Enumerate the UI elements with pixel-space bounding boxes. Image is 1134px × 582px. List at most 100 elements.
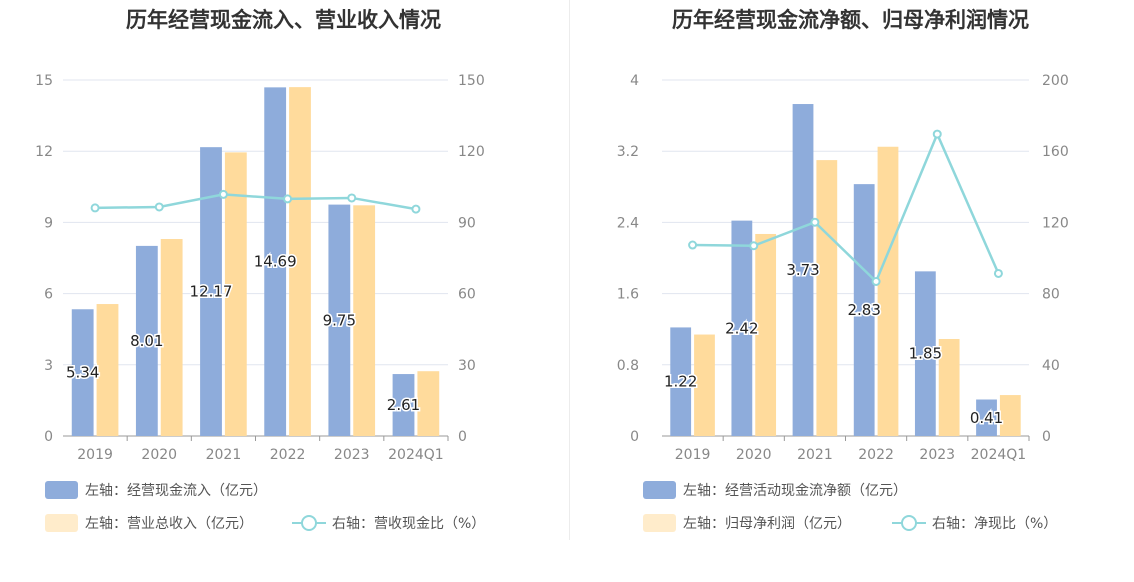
panel-divider: [569, 0, 570, 540]
legend-label: 左轴：归母净利润（亿元）: [683, 516, 851, 532]
line-point: [90, 203, 100, 213]
bar-series-2: [96, 304, 119, 436]
line-point: [810, 217, 820, 227]
line-point: [154, 202, 164, 212]
legend-label: 右轴：净现比（%）: [932, 516, 1058, 532]
y-left-tick-label: 3.2: [617, 144, 639, 160]
line-point: [283, 194, 293, 204]
bar-series-2: [160, 239, 183, 436]
line-point: [993, 268, 1003, 278]
x-tick-label: 2021: [797, 447, 833, 463]
x-tick-label: 2023: [334, 447, 370, 463]
line-series: [95, 193, 417, 211]
data-label: 1.22: [664, 373, 697, 391]
y-left-tick-label: 4: [630, 73, 639, 89]
data-label: 8.01: [130, 332, 163, 350]
y-right-tick-label: 0: [458, 429, 467, 445]
bar-series-2: [755, 233, 777, 436]
bar-series-1: [670, 327, 692, 436]
bar-series-2: [999, 395, 1021, 436]
line-point: [871, 276, 881, 286]
x-tick-label: 2020: [736, 447, 772, 463]
legend-swatch-orange: [45, 514, 78, 532]
y-right-tick-label: 90: [458, 215, 476, 231]
bar-series-1: [135, 245, 158, 436]
legend-item-line[interactable]: 右轴：营收现金比（%）: [292, 513, 485, 533]
data-label: 5.34: [66, 364, 99, 382]
line-series: [692, 130, 1000, 284]
bar-series-1: [200, 147, 222, 436]
line-point: [347, 193, 357, 203]
y-left-tick-label: 9: [44, 215, 53, 231]
y-right-tick-label: 30: [458, 358, 476, 374]
y-left-tick-label: 2.4: [617, 215, 639, 231]
x-tick-label: 2019: [675, 447, 711, 463]
bar-series-1: [792, 104, 814, 436]
legend-line-icon: [892, 514, 926, 532]
y-left-tick-label: 0: [44, 429, 53, 445]
data-label: 2.83: [847, 301, 880, 319]
line-point: [411, 204, 421, 214]
y-left-tick-label: 6: [44, 287, 53, 303]
y-left-tick-label: 1.6: [617, 287, 639, 303]
data-label: 0.41: [970, 409, 1003, 427]
y-right-tick-label: 120: [458, 144, 485, 160]
data-label: 3.73: [786, 261, 819, 279]
legend-item-bar2[interactable]: 左轴：营业总收入（亿元）: [45, 513, 253, 533]
y-left-tick-label: 15: [35, 73, 53, 89]
y-right-tick-label: 60: [458, 287, 476, 303]
bar-series-1: [264, 87, 287, 436]
x-tick-label: 2020: [141, 447, 177, 463]
line-point: [749, 241, 759, 251]
legend-swatch-blue: [643, 481, 676, 499]
bar-series-2: [938, 338, 960, 436]
bar-series-1: [328, 204, 351, 436]
bar-series-2: [224, 152, 247, 437]
data-label: 2.61: [387, 396, 420, 414]
line-point: [218, 189, 228, 199]
legend-label: 右轴：营收现金比（%）: [332, 516, 486, 532]
legend-swatch-orange: [643, 514, 676, 532]
bar-series-2: [417, 371, 440, 436]
y-left-tick-label: 0: [630, 429, 639, 445]
y-right-tick-label: 40: [1042, 358, 1060, 374]
y-right-tick-label: 160: [1042, 144, 1069, 160]
bar-series-2: [877, 146, 899, 436]
legend-label: 左轴：经营活动现金流净额（亿元）: [683, 483, 907, 499]
chart-panel-right: 历年经营现金流净额、归母净利润情况 0 0.8 1.6 2.4 3.2 4 0 40 80 120…: [567, 0, 1134, 582]
x-tick-label: 2024Q1: [388, 447, 444, 463]
data-label: 2.42: [725, 319, 758, 337]
legend-item-bar1[interactable]: 左轴：经营活动现金流净额（亿元）: [643, 480, 907, 500]
data-label: 14.69: [254, 253, 297, 271]
bar-series-1: [392, 374, 415, 436]
bar-series-1: [71, 309, 94, 436]
y-right-tick-label: 200: [1042, 73, 1069, 89]
bar-series-2: [694, 334, 715, 436]
y-right-tick-label: 150: [458, 73, 485, 89]
y-right-tick-label: 120: [1042, 215, 1069, 231]
bar-series-1: [976, 399, 997, 436]
x-tick-label: 2022: [858, 447, 894, 463]
legend-item-line[interactable]: 右轴：净现比（%）: [892, 513, 1057, 533]
bar-series-2: [289, 87, 311, 437]
chart-panel-left: 历年经营现金流入、营业收入情况 0 3 6 9 12 15 0 30 60 90 120 150 201…: [35, 8, 485, 533]
data-label: 1.85: [909, 345, 942, 363]
y-right-tick-label: 0: [1042, 429, 1051, 445]
x-tick-label: 2019: [77, 447, 113, 463]
legend-item-bar2[interactable]: 左轴：归母净利润（亿元）: [643, 513, 851, 533]
bar-series-1: [914, 271, 936, 436]
legend-line-icon: [292, 514, 326, 532]
legend-item-bar1[interactable]: 左轴：经营现金流入（亿元）: [45, 480, 267, 500]
x-tick-label: 2021: [206, 447, 242, 463]
y-left-tick-label: 12: [35, 144, 53, 160]
data-label: 12.17: [190, 283, 233, 301]
x-tick-label: 2024Q1: [971, 447, 1027, 463]
line-point: [688, 240, 698, 250]
y-right-tick-label: 80: [1042, 287, 1060, 303]
legend-swatch-blue: [45, 481, 78, 499]
line-point: [932, 129, 942, 139]
x-tick-label: 2022: [270, 447, 306, 463]
chart-title: 历年经营现金流净额、归母净利润情况: [672, 8, 1029, 32]
